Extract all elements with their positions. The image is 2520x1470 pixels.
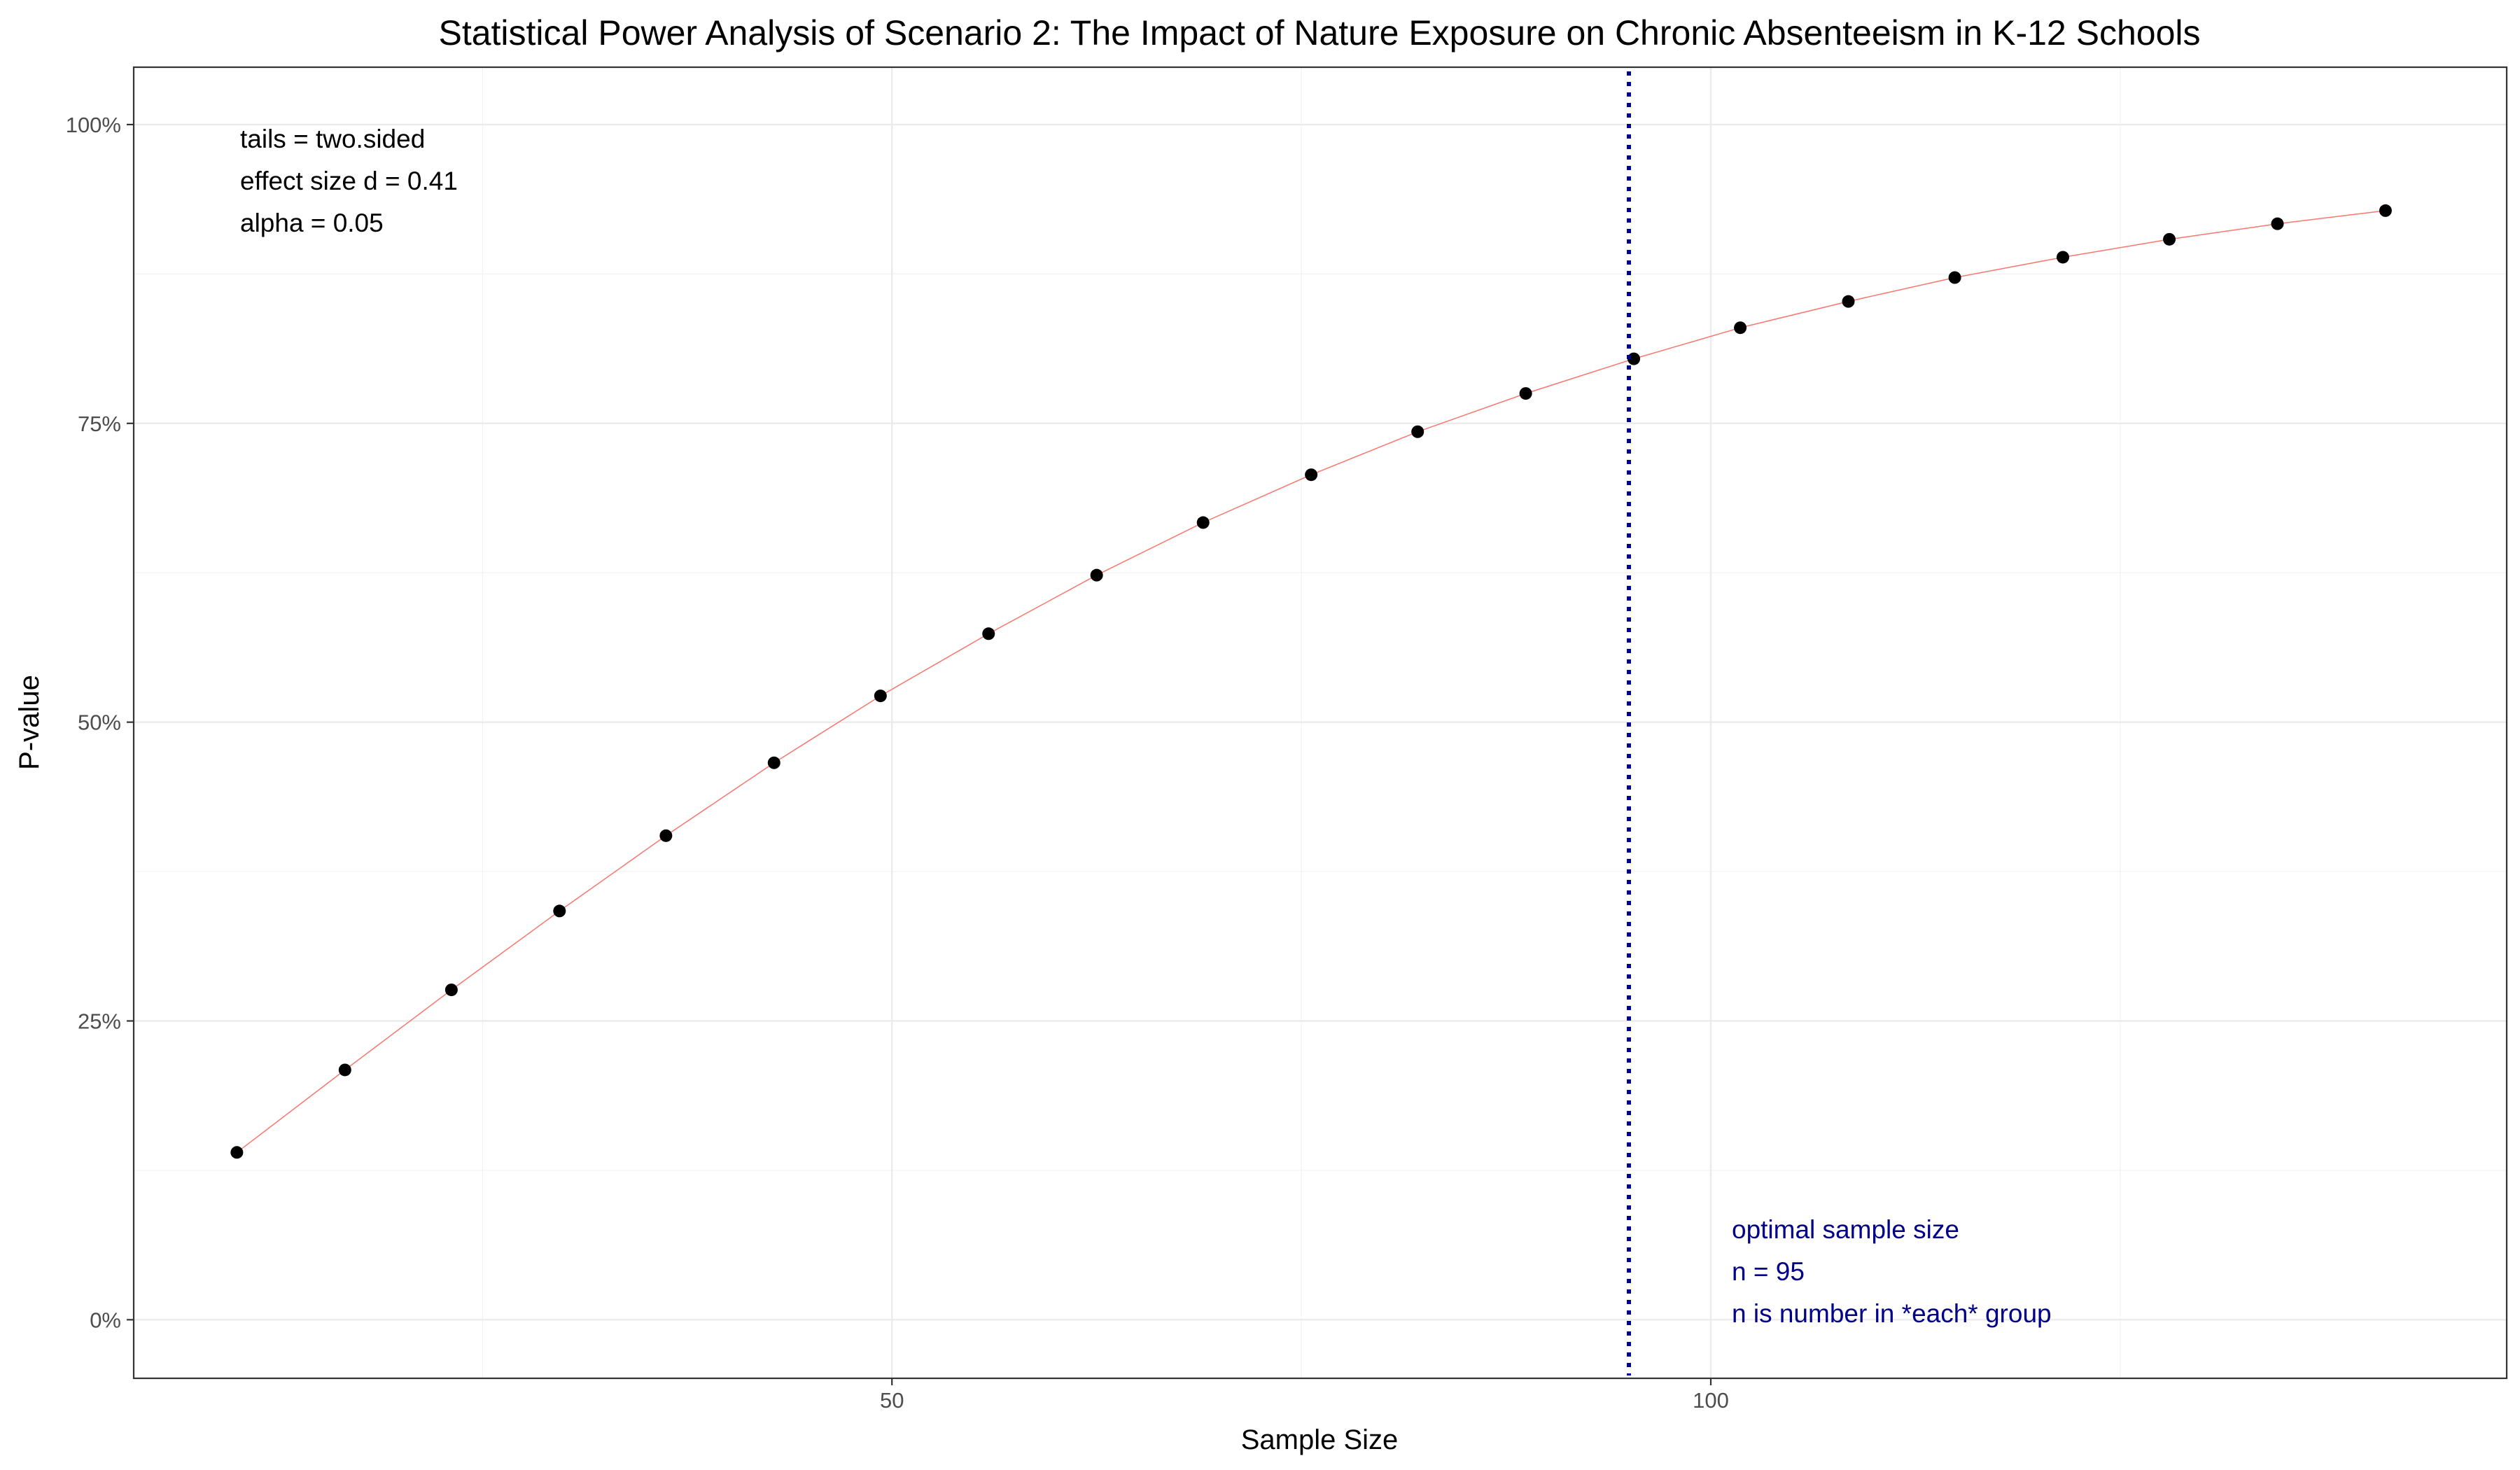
data-point xyxy=(2379,204,2392,217)
data-point xyxy=(2056,251,2069,264)
data-point xyxy=(1842,295,1855,308)
x-tick-label: 100 xyxy=(1693,1388,1729,1413)
data-point xyxy=(2163,232,2176,246)
y-axis-title: P-value xyxy=(14,675,45,770)
data-point xyxy=(2271,217,2284,230)
data-point xyxy=(1948,271,1961,284)
data-point xyxy=(444,983,458,997)
parameter-annotation-effect-size: effect size d = 0.41 xyxy=(240,167,458,195)
parameter-annotation-alpha: alpha = 0.05 xyxy=(240,209,384,237)
optimal-annotation-note: n is number in *each* group xyxy=(1732,1299,2052,1328)
data-point xyxy=(1196,516,1210,529)
data-point xyxy=(982,627,995,640)
chart-title: Statistical Power Analysis of Scenario 2… xyxy=(438,13,2200,52)
data-point xyxy=(553,904,566,918)
data-point xyxy=(1734,321,1747,335)
data-point xyxy=(1411,425,1424,438)
data-point xyxy=(1305,468,1318,482)
y-tick-label: 25% xyxy=(78,1009,121,1033)
data-point xyxy=(230,1146,244,1159)
data-point xyxy=(874,690,887,703)
grid-major xyxy=(134,67,2507,1378)
y-tick-label: 100% xyxy=(66,113,121,137)
data-point xyxy=(1519,387,1532,400)
optimal-annotation-n: n = 95 xyxy=(1732,1257,1805,1286)
x-axis: 50 100 xyxy=(880,1378,1729,1413)
x-tick-label: 50 xyxy=(880,1388,904,1413)
data-point xyxy=(659,829,673,842)
y-tick-label: 0% xyxy=(90,1308,121,1332)
y-axis: 0% 25% 50% 75% 100% xyxy=(66,113,134,1332)
data-point xyxy=(767,756,780,769)
data-point xyxy=(1090,568,1103,582)
x-axis-title: Sample Size xyxy=(1241,1424,1399,1455)
y-tick-label: 50% xyxy=(78,710,121,735)
y-tick-label: 75% xyxy=(78,412,121,436)
optimal-annotation-title: optimal sample size xyxy=(1732,1215,1959,1244)
data-point xyxy=(338,1063,351,1077)
parameter-annotation-tails: tails = two.sided xyxy=(240,125,425,153)
